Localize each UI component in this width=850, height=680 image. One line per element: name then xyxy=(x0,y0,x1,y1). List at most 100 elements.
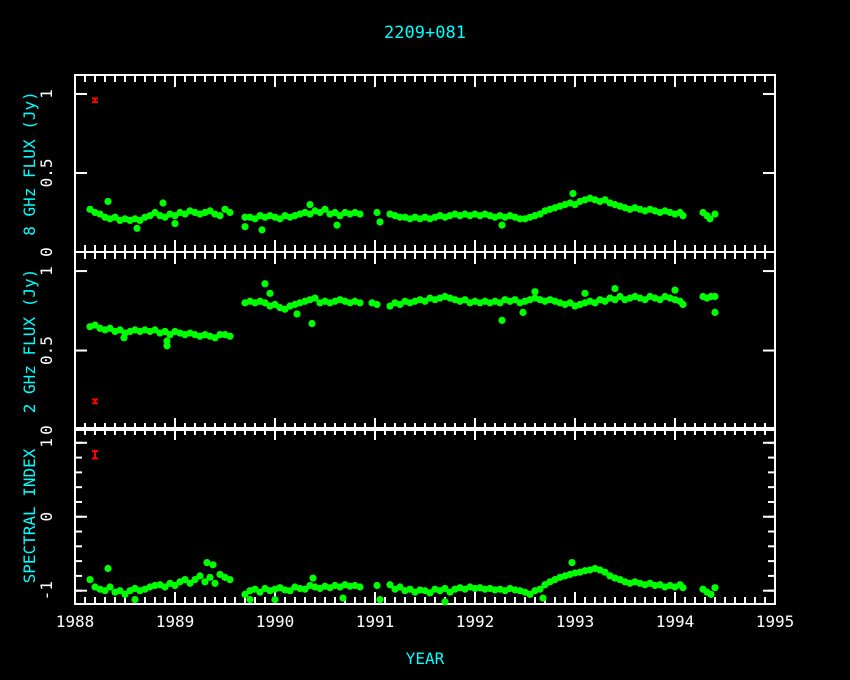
data-point xyxy=(711,308,719,316)
data-point xyxy=(426,589,434,597)
y-tick-label: -1 xyxy=(37,581,56,600)
data-point xyxy=(286,587,294,595)
data-point xyxy=(191,575,199,584)
data-point xyxy=(121,590,129,598)
data-point xyxy=(611,284,619,293)
x-tick-label: 1992 xyxy=(456,612,495,631)
x-tick-label: 1988 xyxy=(56,612,95,631)
data-point xyxy=(376,595,384,604)
data-point xyxy=(301,585,309,593)
data-point xyxy=(120,334,128,342)
panel-frame xyxy=(74,427,776,605)
data-point xyxy=(311,294,319,302)
data-point xyxy=(201,578,209,586)
y-tick-label: 1 xyxy=(37,438,56,448)
x-axis-label: YEAR xyxy=(406,649,445,668)
data-point xyxy=(203,558,211,567)
data-point xyxy=(181,575,189,584)
data-point xyxy=(226,208,234,217)
data-point xyxy=(711,292,719,301)
data-point xyxy=(386,581,394,589)
data-point xyxy=(293,310,301,318)
data-point xyxy=(171,581,179,590)
data-point xyxy=(396,583,404,591)
data-point xyxy=(226,575,234,584)
data-point xyxy=(106,583,114,591)
data-point xyxy=(271,595,279,604)
data-point xyxy=(356,583,364,591)
data-point xyxy=(396,213,404,221)
data-point xyxy=(241,223,249,231)
data-point xyxy=(711,584,719,592)
data-point xyxy=(266,289,274,297)
data-point xyxy=(241,590,249,598)
data-point xyxy=(258,226,266,234)
data-point xyxy=(536,585,544,593)
y-tick-label: 1 xyxy=(37,266,56,276)
data-point xyxy=(679,584,687,592)
data-point xyxy=(131,595,139,604)
data-point xyxy=(216,331,224,339)
y-tick-label: 0.5 xyxy=(37,336,56,365)
y-tick-label: 1 xyxy=(37,89,56,99)
data-point xyxy=(539,594,547,602)
data-point xyxy=(86,575,94,584)
y-tick-label: 0 xyxy=(37,425,56,435)
data-point xyxy=(516,215,524,223)
data-point xyxy=(569,189,577,198)
data-point xyxy=(161,583,169,591)
data-point xyxy=(671,286,679,294)
data-point xyxy=(209,561,217,569)
data-point xyxy=(206,573,214,581)
data-point xyxy=(581,289,589,297)
data-point xyxy=(498,316,506,324)
data-point xyxy=(373,208,381,217)
data-point xyxy=(356,299,364,307)
data-point xyxy=(163,337,171,345)
data-point xyxy=(159,199,167,207)
data-point xyxy=(498,221,506,229)
data-point xyxy=(256,588,264,596)
y-axis-label: 8 GHz FLUX (Jy) xyxy=(20,91,39,236)
data-point xyxy=(226,332,234,340)
data-point xyxy=(261,280,269,288)
data-point xyxy=(707,590,715,598)
data-point xyxy=(356,210,364,218)
data-point xyxy=(211,579,219,587)
data-point xyxy=(133,224,141,232)
data-point xyxy=(241,213,249,221)
x-tick-label: 1991 xyxy=(356,612,395,631)
y-axis-label: 2 GHz FLUX (Jy) xyxy=(20,269,39,414)
data-point xyxy=(568,558,576,567)
chart-title: 2209+081 xyxy=(384,23,466,43)
x-tick-label: 1989 xyxy=(156,612,195,631)
y-tick-label: 0 xyxy=(37,247,56,257)
data-point xyxy=(333,221,341,229)
data-point xyxy=(309,574,317,582)
data-point xyxy=(216,212,224,220)
data-point xyxy=(531,288,539,296)
data-point xyxy=(116,587,124,595)
data-point xyxy=(376,218,384,226)
data-point xyxy=(679,300,687,309)
y-tick-label: 0.5 xyxy=(37,159,56,188)
data-point xyxy=(104,564,112,573)
data-point xyxy=(196,572,204,580)
data-point xyxy=(171,219,179,228)
data-point xyxy=(308,319,316,328)
data-point xyxy=(711,210,719,218)
data-point xyxy=(441,584,449,593)
x-tick-label: 1994 xyxy=(656,612,695,631)
data-point xyxy=(519,308,527,316)
data-point xyxy=(601,568,609,576)
data-point xyxy=(339,594,347,602)
data-point xyxy=(373,300,381,309)
data-point xyxy=(104,197,112,206)
y-axis-label: SPECTRAL INDEX xyxy=(20,448,39,583)
data-point xyxy=(679,212,687,220)
panel-frame xyxy=(74,251,776,431)
data-point xyxy=(526,590,534,598)
x-tick-label: 1995 xyxy=(756,612,795,631)
data-point xyxy=(706,215,714,223)
